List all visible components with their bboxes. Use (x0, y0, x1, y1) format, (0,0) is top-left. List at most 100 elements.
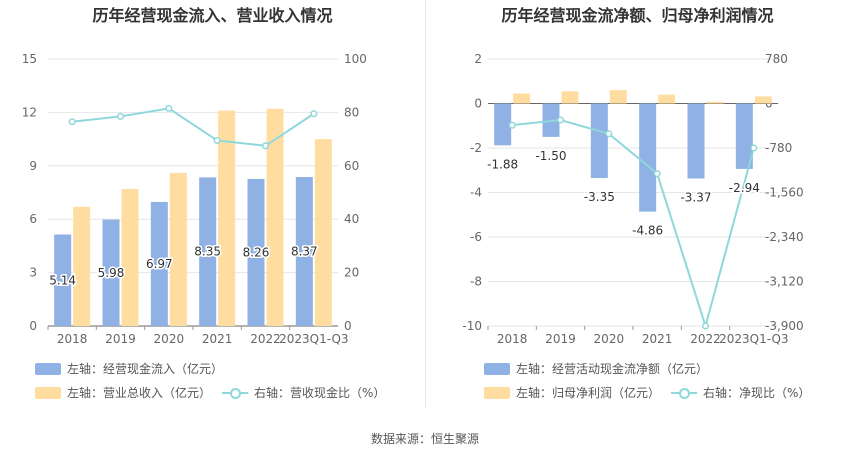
x-tick-label: 2023Q1-Q3 (279, 332, 348, 346)
line-point (750, 144, 758, 152)
bar-data-label: 8.37 (291, 245, 318, 259)
legend-swatch-line (671, 387, 697, 399)
y2-tick-label: 780 (765, 52, 788, 66)
bar-data-label: -3.37 (680, 190, 711, 204)
y-tick-label: 9 (29, 159, 37, 173)
bar-0-s2 (121, 188, 139, 326)
x-tick-label: 2018 (497, 332, 528, 346)
y-tick-label: 15 (22, 52, 37, 66)
bar-0-s2 (73, 206, 91, 326)
y-tick-label: -4 (470, 186, 482, 200)
x-tick-label: 2018 (57, 332, 88, 346)
line-point (213, 136, 221, 144)
y-tick-label: -10 (462, 319, 482, 333)
line-point (261, 142, 270, 150)
left-legend-label-2: 左轴：营业总收入（亿元） (67, 386, 212, 400)
right-legend-item-2[interactable]: 左轴：归母净利润（亿元） (484, 384, 660, 401)
left-legend-item-3[interactable]: 右轴：营收现金比（%） (222, 384, 385, 401)
y2-tick-label: 40 (344, 212, 359, 226)
bar-data-label: 5.14 (49, 273, 76, 287)
y-tick-label: 0 (474, 97, 482, 111)
y2-tick-label: 0 (344, 319, 352, 333)
right-legend-label-1: 左轴：经营活动现金流净额（亿元） (516, 362, 709, 376)
line-point (165, 104, 173, 112)
y2-tick-label: 80 (344, 105, 359, 119)
left-chart-title: 历年经营现金流入、营业收入情况 (92, 6, 333, 25)
y-tick-label: 2 (474, 52, 482, 66)
bar-1-s2 (609, 90, 627, 104)
bar-0-s2 (169, 172, 187, 326)
y2-tick-label: 20 (344, 266, 359, 280)
legend-swatch-blue (484, 362, 510, 375)
bar-1-s2 (561, 91, 579, 104)
bar-0-s2 (218, 110, 236, 327)
bar-data-label: -1.88 (487, 157, 518, 171)
line-0 (72, 107, 315, 147)
bar-1-s1 (735, 103, 753, 169)
bar-0-s2 (314, 139, 332, 326)
bar-data-label: -4.86 (632, 224, 663, 238)
x-tick-label: 2022 (250, 332, 281, 346)
y-tick-label: -2 (470, 141, 482, 155)
line-point (556, 116, 565, 124)
y-tick-label: 0 (29, 319, 37, 333)
x-tick-label: 2021 (202, 332, 233, 346)
y2-tick-label: -3,120 (765, 275, 804, 289)
bar-0-s1 (150, 201, 168, 326)
bar-0-s1 (295, 177, 313, 326)
bar-0-s1 (247, 178, 265, 326)
y-tick-label: -6 (470, 230, 482, 244)
y-tick-label: 3 (29, 266, 37, 280)
legend-swatch-blue (35, 362, 61, 375)
left-legend-item-1[interactable]: 左轴：经营现金流入（亿元） (35, 360, 223, 377)
bar-0-s2 (266, 108, 284, 326)
left-legend-item-2[interactable]: 左轴：营业总收入（亿元） (35, 384, 211, 401)
y2-tick-label: -780 (765, 141, 792, 155)
left-legend-label-1: 左轴：经营现金流入（亿元） (67, 362, 224, 376)
line-point (701, 322, 710, 330)
bar-1-s2 (706, 101, 724, 104)
y-tick-label: 6 (29, 212, 37, 226)
y-tick-label: -8 (470, 275, 482, 289)
bar-data-label: 6.97 (146, 257, 173, 271)
bar-1-s2 (658, 94, 676, 104)
right-legend-label-2: 左轴：归母净利润（亿元） (516, 386, 661, 400)
right-legend-item-3[interactable]: 右轴：净现比（%） (671, 384, 810, 401)
legend-swatch-orange (35, 386, 61, 399)
line-point (653, 170, 661, 178)
bar-data-label: -3.35 (584, 190, 615, 204)
y2-tick-label: -1,560 (765, 186, 804, 200)
bar-1-s2 (754, 96, 772, 104)
legend-swatch-line (222, 387, 248, 399)
bar-1-s1 (639, 103, 657, 212)
right-legend-item-1[interactable]: 左轴：经营活动现金流净额（亿元） (484, 360, 708, 377)
bar-0-s1 (54, 234, 72, 326)
line-point (310, 110, 318, 118)
x-tick-label: 2019 (545, 332, 576, 346)
legend-swatch-orange (484, 386, 510, 399)
bar-1-s2 (513, 93, 531, 104)
bar-data-label: -1.50 (535, 149, 566, 163)
y2-tick-label: -2,340 (765, 230, 804, 244)
right-chart-title: 历年经营现金流净额、归母净利润情况 (501, 6, 774, 25)
line-point (508, 121, 516, 129)
data-source: 数据来源：恒生聚源 (370, 432, 479, 446)
y2-tick-label: 60 (344, 159, 359, 173)
y2-tick-label: 100 (344, 52, 367, 66)
bar-data-label: 8.35 (194, 245, 221, 259)
bar-data-label: -2.94 (729, 181, 760, 195)
line-1 (512, 119, 755, 330)
bar-1-s1 (590, 103, 608, 179)
bar-0-s1 (199, 177, 217, 326)
x-tick-label: 2021 (642, 332, 673, 346)
bar-data-label: 5.98 (98, 266, 125, 280)
bar-1-s1 (494, 103, 512, 146)
line-point (605, 130, 613, 138)
bar-data-label: 8.26 (243, 245, 270, 259)
line-point (116, 112, 125, 120)
left-legend-label-3: 右轴：营收现金比（%） (254, 386, 386, 400)
x-tick-label: 2019 (105, 332, 136, 346)
bar-0-s1 (102, 219, 120, 326)
x-tick-label: 2020 (154, 332, 185, 346)
